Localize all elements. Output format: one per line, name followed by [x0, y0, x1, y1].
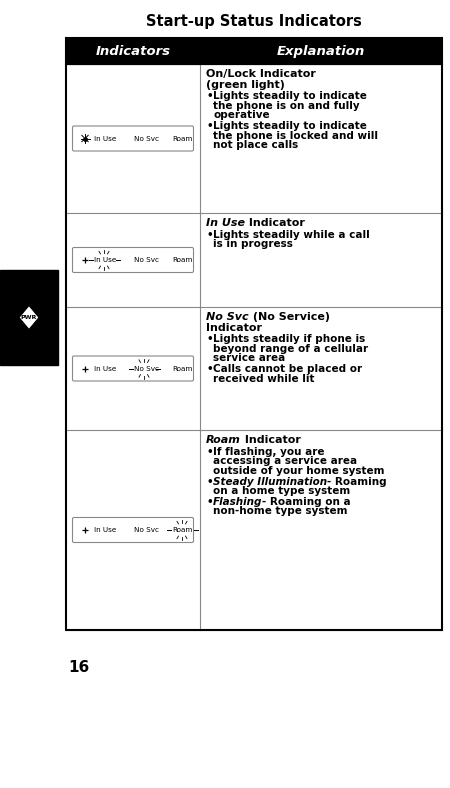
Text: received while lit: received while lit — [213, 374, 315, 384]
Text: •: • — [207, 229, 214, 240]
Text: No Svc: No Svc — [134, 527, 159, 533]
FancyBboxPatch shape — [72, 518, 194, 542]
Text: •: • — [207, 364, 214, 374]
Bar — [66, 64, 442, 630]
Polygon shape — [19, 306, 39, 329]
Text: Calls cannot be placed or: Calls cannot be placed or — [213, 364, 362, 374]
FancyBboxPatch shape — [72, 126, 194, 151]
Text: Roam: Roam — [172, 527, 193, 533]
Text: not place calls: not place calls — [213, 140, 298, 150]
Text: No Svc: No Svc — [134, 136, 159, 142]
Text: (No Service): (No Service) — [248, 312, 329, 322]
Text: outside of your home system: outside of your home system — [213, 466, 384, 475]
Text: •: • — [207, 447, 214, 456]
Text: Lights steadily to indicate: Lights steadily to indicate — [213, 121, 367, 131]
FancyBboxPatch shape — [72, 356, 194, 381]
Text: - Roaming on a: - Roaming on a — [262, 497, 351, 507]
Text: Explanation: Explanation — [277, 44, 365, 58]
Text: Lights steadily while a call: Lights steadily while a call — [213, 229, 370, 240]
Text: Roam: Roam — [172, 257, 193, 263]
Text: Lights steadily if phone is: Lights steadily if phone is — [213, 334, 365, 344]
Text: service area: service area — [213, 353, 285, 363]
Text: Roam: Roam — [172, 366, 193, 371]
Text: •: • — [207, 91, 214, 101]
Text: 16: 16 — [68, 660, 89, 675]
Text: Indicators: Indicators — [95, 44, 171, 58]
Text: On/Lock Indicator: On/Lock Indicator — [206, 69, 316, 79]
Text: No Svc: No Svc — [134, 366, 159, 371]
Text: - Roaming: - Roaming — [327, 477, 387, 486]
Text: In Use: In Use — [94, 366, 117, 371]
Text: accessing a service area: accessing a service area — [213, 456, 357, 466]
Text: operative: operative — [213, 110, 270, 120]
Text: is in progress: is in progress — [213, 239, 293, 249]
Text: In Use: In Use — [94, 257, 117, 263]
Text: Flashing: Flashing — [213, 497, 262, 507]
Text: •: • — [207, 334, 214, 344]
Text: No Svc: No Svc — [134, 257, 159, 263]
Text: the phone is on and fully: the phone is on and fully — [213, 101, 360, 110]
Text: beyond range of a cellular: beyond range of a cellular — [213, 344, 368, 354]
Text: on a home type system: on a home type system — [213, 486, 350, 496]
Text: Steady Illumination: Steady Illumination — [213, 477, 327, 486]
Text: In Use: In Use — [206, 218, 245, 228]
Text: Start-up Status Indicators: Start-up Status Indicators — [146, 14, 362, 29]
Text: No Svc: No Svc — [206, 312, 248, 322]
Text: Roam: Roam — [172, 136, 193, 142]
Text: non-home type system: non-home type system — [213, 507, 347, 516]
Text: the phone is locked and will: the phone is locked and will — [213, 131, 378, 140]
Text: Indicator: Indicator — [245, 218, 305, 228]
Text: Roam: Roam — [206, 435, 241, 445]
Text: •: • — [207, 497, 214, 507]
Bar — [0, 270, 58, 365]
FancyBboxPatch shape — [72, 247, 194, 273]
Text: In Use: In Use — [94, 136, 117, 142]
Text: (green light): (green light) — [206, 80, 285, 90]
Bar — [66, 38, 442, 64]
Text: •: • — [207, 121, 214, 131]
Text: Lights steadily to indicate: Lights steadily to indicate — [213, 91, 367, 101]
Text: Indicator: Indicator — [206, 322, 262, 333]
Text: In Use: In Use — [94, 527, 117, 533]
Text: •: • — [207, 477, 214, 486]
Text: Indicator: Indicator — [241, 435, 301, 445]
Text: PWR: PWR — [21, 315, 37, 320]
Text: If flashing, you are: If flashing, you are — [213, 447, 324, 456]
